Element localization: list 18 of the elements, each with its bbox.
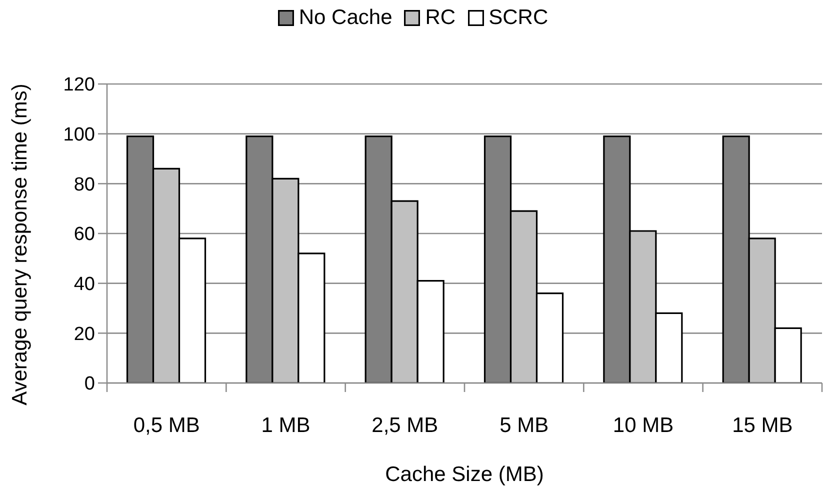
y-tick-label: 0 bbox=[84, 374, 95, 395]
x-axis-title: Cache Size (MB) bbox=[385, 463, 544, 486]
y-tick-label: 120 bbox=[63, 74, 95, 96]
x-tick-label: 2,5 MB bbox=[372, 414, 438, 437]
legend-label: RC bbox=[425, 6, 456, 30]
y-tick-label: 80 bbox=[74, 174, 95, 196]
x-tick-label: 0,5 MB bbox=[133, 414, 200, 437]
y-tick-label: 20 bbox=[74, 324, 95, 345]
y-tick-label: 100 bbox=[63, 124, 95, 146]
y-axis-title: Average query response time (ms) bbox=[8, 84, 32, 406]
y-tick-label: 40 bbox=[74, 274, 95, 296]
x-tick-label: 5 MB bbox=[500, 414, 549, 437]
x-tick-label: 15 MB bbox=[732, 414, 793, 437]
x-tick-label: 10 MB bbox=[612, 414, 674, 437]
legend-label: No Cache bbox=[298, 6, 392, 30]
legend-label: SCRC bbox=[488, 6, 548, 30]
x-tick-label: 1 MB bbox=[261, 414, 310, 437]
y-tick-label: 60 bbox=[74, 224, 95, 246]
